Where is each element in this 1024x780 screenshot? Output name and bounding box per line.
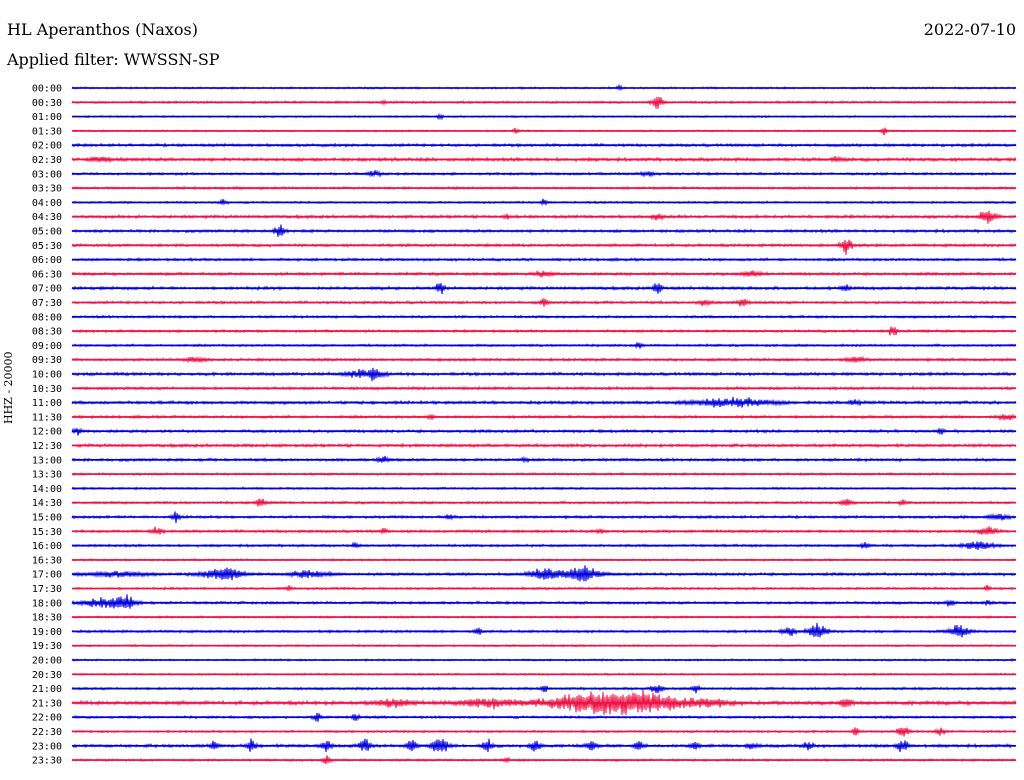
time-tick-label: 22:00 [32, 713, 62, 724]
time-tick-label: 23:30 [32, 756, 62, 767]
time-tick-label: 15:30 [32, 527, 62, 538]
time-tick-label: 05:30 [32, 241, 62, 252]
time-tick-label: 12:00 [32, 427, 62, 438]
time-tick-label: 20:00 [32, 656, 62, 667]
time-tick-label: 14:30 [32, 498, 62, 509]
time-tick-label: 06:30 [32, 269, 62, 280]
time-tick-label: 14:00 [32, 484, 62, 495]
time-tick-label: 20:30 [32, 670, 62, 681]
time-tick-label: 05:00 [32, 227, 62, 238]
time-tick-label: 12:30 [32, 441, 62, 452]
time-tick-label: 19:00 [32, 627, 62, 638]
time-tick-label: 09:00 [32, 341, 62, 352]
time-tick-label: 00:30 [32, 98, 62, 109]
time-tick-label: 04:30 [32, 212, 62, 223]
time-tick-label: 06:00 [32, 255, 62, 266]
time-tick-label: 22:30 [32, 727, 62, 738]
time-tick-label: 18:00 [32, 598, 62, 609]
time-tick-label: 21:00 [32, 684, 62, 695]
time-tick-label: 16:30 [32, 555, 62, 566]
time-tick-label: 10:30 [32, 384, 62, 395]
time-tick-label: 08:00 [32, 312, 62, 323]
time-tick-label: 13:00 [32, 455, 62, 466]
time-tick-label: 01:30 [32, 126, 62, 137]
time-tick-label: 21:30 [32, 698, 62, 709]
time-tick-label: 13:30 [32, 470, 62, 481]
time-tick-label: 23:00 [32, 741, 62, 752]
time-tick-label: 01:00 [32, 112, 62, 123]
time-tick-label: 15:00 [32, 513, 62, 524]
trace-1900 [72, 623, 1016, 637]
time-tick-label: 11:00 [32, 398, 62, 409]
trace-1700 [72, 565, 1016, 581]
time-tick-label: 11:30 [32, 412, 62, 423]
time-tick-label: 02:30 [32, 155, 62, 166]
time-tick-label: 02:00 [32, 141, 62, 152]
time-tick-label: 08:30 [32, 327, 62, 338]
time-tick-label: 00:00 [32, 84, 62, 95]
time-tick-label: 03:00 [32, 169, 62, 180]
time-tick-label: 04:00 [32, 198, 62, 209]
trace-1800 [72, 594, 1016, 608]
time-tick-label: 16:00 [32, 541, 62, 552]
time-tick-label: 07:30 [32, 298, 62, 309]
time-tick-label: 07:00 [32, 284, 62, 295]
time-tick-label: 18:30 [32, 613, 62, 624]
time-tick-label: 17:00 [32, 570, 62, 581]
time-tick-label: 19:30 [32, 641, 62, 652]
time-tick-label: 03:30 [32, 184, 62, 195]
trace-0530 [72, 240, 1016, 255]
time-tick-label: 10:00 [32, 370, 62, 381]
time-tick-label: 09:30 [32, 355, 62, 366]
time-tick-label: 17:30 [32, 584, 62, 595]
